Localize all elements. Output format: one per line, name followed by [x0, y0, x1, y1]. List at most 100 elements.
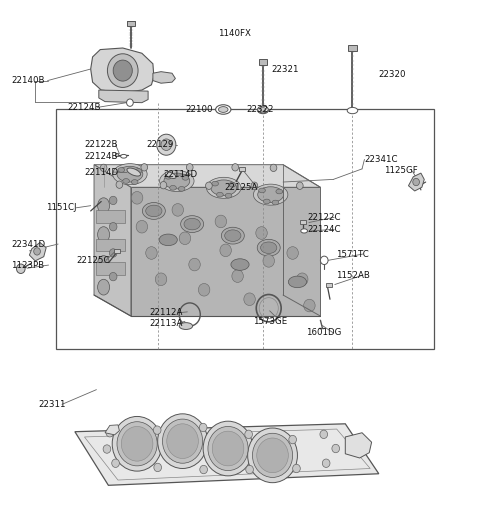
Circle shape	[245, 430, 252, 438]
Ellipse shape	[184, 218, 200, 230]
Polygon shape	[131, 187, 321, 316]
Ellipse shape	[159, 170, 194, 191]
Ellipse shape	[253, 184, 288, 205]
Circle shape	[246, 465, 253, 474]
Circle shape	[109, 249, 117, 257]
Ellipse shape	[169, 186, 176, 190]
Text: 22100: 22100	[185, 105, 213, 114]
Circle shape	[109, 196, 117, 204]
Ellipse shape	[211, 180, 237, 196]
Ellipse shape	[123, 179, 130, 183]
Circle shape	[16, 264, 25, 274]
Text: 1140FX: 1140FX	[218, 29, 252, 38]
Circle shape	[136, 220, 148, 233]
Circle shape	[323, 459, 330, 467]
Ellipse shape	[225, 230, 241, 241]
Circle shape	[157, 414, 207, 469]
Circle shape	[179, 232, 191, 245]
Circle shape	[321, 256, 328, 265]
Text: 1152AB: 1152AB	[336, 270, 370, 279]
Circle shape	[215, 215, 227, 228]
Ellipse shape	[216, 192, 223, 197]
Polygon shape	[345, 433, 372, 458]
Text: 22125C: 22125C	[76, 256, 110, 265]
Ellipse shape	[143, 202, 165, 219]
Circle shape	[116, 181, 123, 188]
Bar	[96, 262, 125, 275]
Circle shape	[232, 164, 239, 171]
Ellipse shape	[301, 229, 308, 233]
Ellipse shape	[212, 181, 218, 186]
Ellipse shape	[272, 200, 279, 205]
Bar	[114, 249, 120, 253]
Ellipse shape	[258, 187, 284, 202]
Circle shape	[112, 416, 162, 471]
Circle shape	[270, 164, 277, 171]
Ellipse shape	[117, 166, 143, 182]
Ellipse shape	[127, 168, 141, 176]
Text: 22322: 22322	[246, 105, 274, 114]
Circle shape	[289, 435, 297, 444]
Bar	[348, 45, 357, 51]
Circle shape	[127, 99, 133, 106]
Circle shape	[112, 459, 120, 467]
Text: 22341D: 22341D	[11, 240, 45, 249]
Text: 22114D: 22114D	[84, 168, 119, 177]
Circle shape	[141, 164, 148, 171]
Bar	[326, 284, 332, 287]
Ellipse shape	[229, 182, 236, 187]
Bar	[96, 210, 125, 222]
Bar	[127, 21, 135, 26]
Circle shape	[160, 181, 167, 189]
Polygon shape	[75, 424, 379, 485]
Circle shape	[154, 463, 161, 472]
Ellipse shape	[347, 108, 358, 114]
Bar	[239, 167, 245, 171]
Ellipse shape	[257, 239, 280, 256]
Circle shape	[162, 419, 203, 463]
Ellipse shape	[182, 175, 189, 180]
Circle shape	[244, 293, 255, 306]
Circle shape	[205, 182, 212, 189]
Circle shape	[161, 139, 171, 151]
Ellipse shape	[132, 180, 138, 184]
Text: 1571TC: 1571TC	[336, 250, 369, 259]
Ellipse shape	[276, 189, 283, 194]
Ellipse shape	[206, 177, 241, 198]
Circle shape	[199, 423, 207, 432]
Ellipse shape	[180, 216, 204, 232]
Polygon shape	[29, 242, 46, 261]
Ellipse shape	[221, 227, 244, 244]
Ellipse shape	[259, 188, 265, 193]
Text: 22114D: 22114D	[163, 170, 198, 179]
Bar	[115, 153, 119, 157]
Text: 1601DG: 1601DG	[306, 328, 341, 337]
Circle shape	[256, 227, 267, 239]
Bar	[259, 59, 267, 65]
Circle shape	[220, 244, 231, 257]
Circle shape	[263, 255, 275, 267]
Text: 22341C: 22341C	[364, 155, 398, 164]
Circle shape	[34, 248, 40, 255]
Ellipse shape	[264, 199, 270, 204]
Ellipse shape	[260, 108, 266, 111]
Circle shape	[257, 438, 288, 473]
Ellipse shape	[113, 164, 147, 184]
Circle shape	[320, 430, 327, 438]
Text: 1151CJ: 1151CJ	[46, 203, 77, 212]
Circle shape	[203, 421, 253, 476]
Polygon shape	[99, 90, 148, 103]
Text: 22124B: 22124B	[68, 103, 101, 112]
Circle shape	[251, 182, 258, 189]
Bar	[56, 109, 434, 349]
Circle shape	[413, 178, 420, 186]
Circle shape	[208, 426, 248, 471]
Circle shape	[108, 54, 138, 87]
Circle shape	[157, 134, 176, 155]
Circle shape	[172, 203, 183, 216]
Text: 22124B: 22124B	[84, 152, 118, 161]
Circle shape	[106, 428, 114, 437]
Text: 22113A: 22113A	[149, 319, 182, 328]
Ellipse shape	[118, 168, 125, 172]
Circle shape	[287, 247, 299, 259]
